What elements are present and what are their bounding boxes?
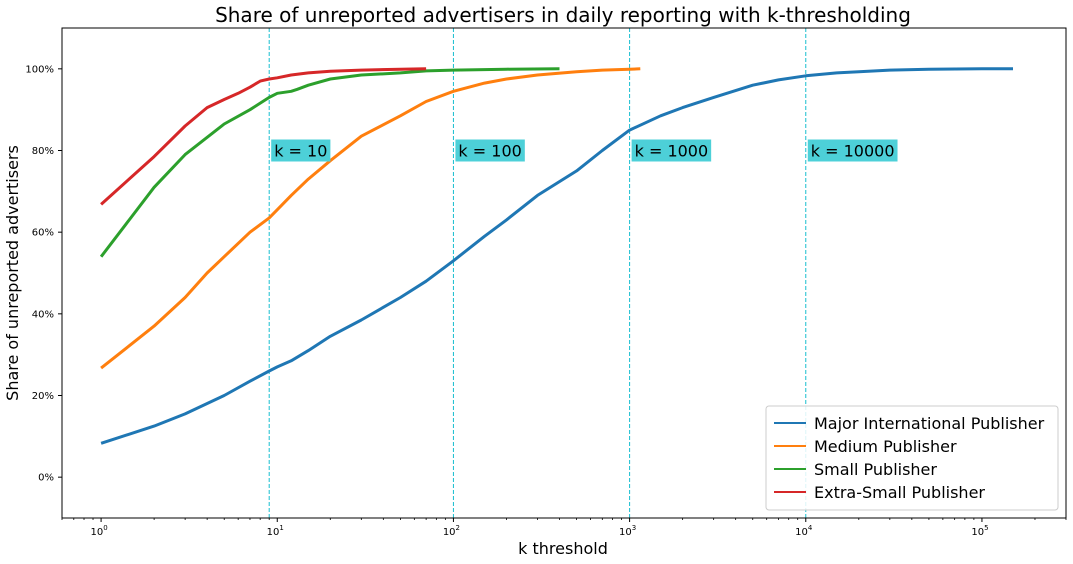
annotation-3: k = 10000: [807, 139, 898, 162]
series-line-1: [100, 67, 641, 370]
legend-label-3: Extra-Small Publisher: [814, 483, 985, 502]
series-line-0: [100, 67, 1013, 445]
y-tick-label-4: 80%: [32, 146, 54, 157]
annotation-label-0: k = 10: [274, 142, 327, 161]
annotation-box-2: [631, 139, 712, 162]
legend: Major International Publisher Medium Publ…: [765, 405, 1059, 511]
legend-label-2: Small Publisher: [814, 460, 937, 479]
annotation-label-3: k = 10000: [811, 142, 895, 161]
x-tick-label-5: 105: [971, 524, 988, 538]
annotation-box-1: [455, 139, 525, 162]
x-tick-label-4: 104: [795, 524, 813, 538]
x-tick-label-1: 101: [267, 524, 284, 538]
annotation-1: k = 100: [455, 139, 525, 162]
annotation-label-2: k = 1000: [635, 142, 709, 161]
y-tick-label-0: 0%: [38, 473, 54, 484]
series-line-2: [99, 67, 560, 258]
axes: 100 101 102 103 104 105 0% 20% 40% 60% 80% 100%: [25, 64, 1067, 538]
annotation-2: k = 1000: [631, 139, 712, 162]
legend-label-0: Major International Publisher: [814, 414, 1045, 433]
annotation-label-1: k = 100: [458, 142, 521, 161]
plot-area: k = 10 k = 100 k = 1000 k = 10000: [99, 28, 1013, 518]
plot-frame: [61, 27, 1067, 519]
legend-box: [765, 405, 1059, 511]
y-tick-label-3: 60%: [32, 228, 54, 239]
x-tick-label-2: 102: [443, 524, 460, 538]
x-tick-label-3: 103: [619, 524, 636, 538]
y-tick-label-2: 40%: [32, 309, 54, 320]
annotation-box-0: [271, 139, 331, 162]
x-axis-label: k threshold: [518, 539, 608, 558]
y-tick-label-5: 100%: [25, 64, 54, 75]
y-axis-label: Share of unreported advertisers: [3, 145, 22, 401]
annotation-0: k = 10: [271, 139, 331, 162]
chart-title: Share of unreported advertisers in daily…: [215, 3, 911, 27]
x-tick-label-0: 100: [90, 524, 107, 538]
annotation-box-3: [807, 139, 898, 162]
series-line-3: [100, 67, 427, 206]
y-tick-label-1: 20%: [32, 391, 54, 402]
legend-label-1: Medium Publisher: [814, 437, 957, 456]
